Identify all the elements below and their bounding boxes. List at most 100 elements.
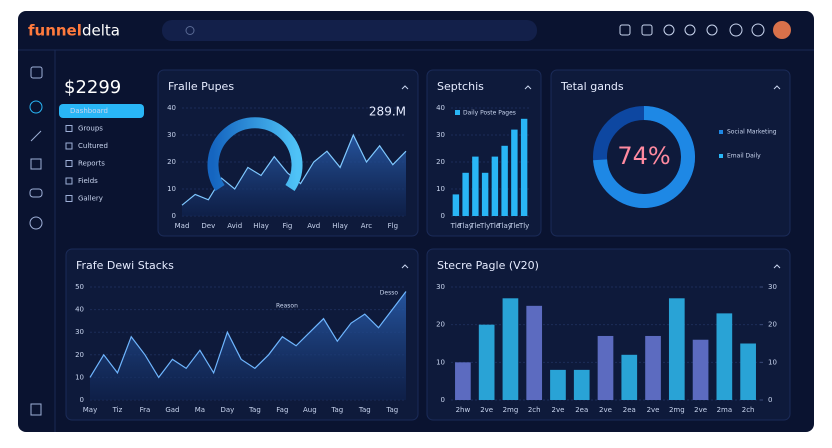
x-tick-label: Tle [489, 222, 501, 230]
y-tick-label: 40 [167, 104, 176, 112]
bar [597, 335, 614, 400]
bar [481, 172, 489, 216]
collapse-icon[interactable] [773, 85, 781, 90]
card-title: Frafe Dewi Stacks [76, 259, 174, 272]
bar [716, 313, 733, 400]
menu-icon [65, 177, 73, 185]
avatar[interactable] [773, 21, 791, 39]
x-tick-label: Tlay [457, 222, 473, 230]
y-tick-label: 30 [436, 131, 445, 139]
annotation: 289.M [369, 105, 406, 119]
gauge [207, 117, 303, 192]
bar [692, 339, 709, 400]
x-tick-label: 2hw [456, 406, 471, 414]
brand: funnel [28, 22, 82, 40]
x-tick-label: Tag [330, 406, 343, 414]
x-tick-label: Tag [248, 406, 261, 414]
bar [520, 118, 528, 216]
bar [668, 298, 685, 400]
x-tick-label: 2ea [575, 406, 588, 414]
menu-item[interactable]: Dashboard [70, 107, 108, 115]
bar [526, 305, 543, 400]
y-tick-label: 20 [436, 321, 445, 329]
x-tick-label: 2ch [742, 406, 755, 414]
collapse-icon[interactable] [773, 264, 781, 269]
nav-icon[interactable] [29, 100, 43, 114]
area [90, 291, 406, 400]
nav-icon[interactable] [29, 216, 43, 230]
bar [645, 335, 661, 400]
bar [452, 194, 460, 216]
x-tick-label: Tly [479, 222, 490, 230]
icon[interactable] [706, 24, 718, 36]
x-tick-label: 2ma [717, 406, 733, 414]
nav-icon[interactable] [30, 130, 42, 142]
nav-icon[interactable] [30, 158, 42, 170]
y2-tick-label: 0 [768, 396, 772, 404]
collapse-icon[interactable] [401, 85, 409, 90]
x-tick-label: Dev [201, 222, 215, 230]
x-tick-label: Day [220, 406, 234, 414]
bar [550, 369, 566, 400]
icon[interactable] [619, 24, 631, 36]
y-tick-label: 40 [436, 104, 445, 112]
y-tick-label: 0 [441, 396, 445, 404]
menu-item[interactable]: Gallery [78, 195, 103, 203]
menu-item[interactable]: Cultured [78, 142, 108, 150]
icon[interactable] [663, 24, 675, 36]
x-tick-label: Gad [165, 406, 179, 414]
legend-swatch [719, 130, 723, 134]
nav-icon[interactable] [30, 66, 43, 79]
x-tick-label: Avd [307, 222, 320, 230]
x-tick-label: May [83, 406, 97, 414]
x-tick-label: Hlay [332, 222, 348, 230]
bar [573, 369, 590, 400]
nav-icon[interactable] [30, 403, 42, 416]
bar [511, 129, 518, 216]
menu-icon [65, 195, 73, 202]
y-tick-label: 30 [75, 328, 84, 336]
bar [740, 343, 756, 400]
annotation: Reason [276, 303, 298, 310]
bar [502, 298, 519, 400]
icon[interactable] [641, 24, 653, 36]
bar [621, 354, 638, 400]
y-tick-label: 0 [80, 396, 84, 404]
card-title: Septchis [437, 80, 484, 93]
x-tick-label: 2ve [694, 406, 707, 414]
y-tick-label: 0 [441, 212, 445, 220]
menu-item[interactable]: Groups [78, 125, 103, 133]
collapse-icon[interactable] [524, 85, 532, 90]
summary-value: $2299 [64, 77, 121, 98]
y-tick-label: 30 [167, 131, 176, 139]
icon[interactable] [751, 23, 765, 37]
bar [478, 324, 495, 400]
x-tick-label: Arc [361, 222, 373, 230]
icon[interactable] [684, 24, 696, 36]
donut-arc [593, 106, 695, 208]
x-tick-label: Fig [282, 222, 292, 230]
y-tick-label: 10 [75, 373, 84, 381]
icon[interactable] [729, 23, 743, 37]
menu-active [59, 104, 144, 118]
bar [455, 362, 471, 400]
x-tick-label: Mad [175, 222, 190, 230]
x-tick-label: Tly [518, 222, 529, 230]
bar [472, 156, 479, 216]
x-tick-label: Fag [276, 406, 288, 414]
y-tick-label: 10 [167, 185, 176, 193]
collapse-icon[interactable] [401, 264, 409, 269]
nav-icon[interactable] [29, 188, 43, 198]
x-tick-label: Tag [385, 406, 398, 414]
brand: delta [82, 22, 120, 40]
x-tick-label: Aug [303, 406, 317, 414]
menu-icon [65, 142, 73, 150]
menu-item[interactable]: Fields [78, 177, 98, 185]
y-tick-label: 20 [436, 158, 445, 166]
x-tick-label: Ma [195, 406, 205, 414]
menu-item[interactable]: Reports [78, 160, 105, 168]
search-box[interactable] [162, 20, 537, 41]
header-icons [619, 23, 765, 37]
y-tick-label: 20 [75, 351, 84, 359]
